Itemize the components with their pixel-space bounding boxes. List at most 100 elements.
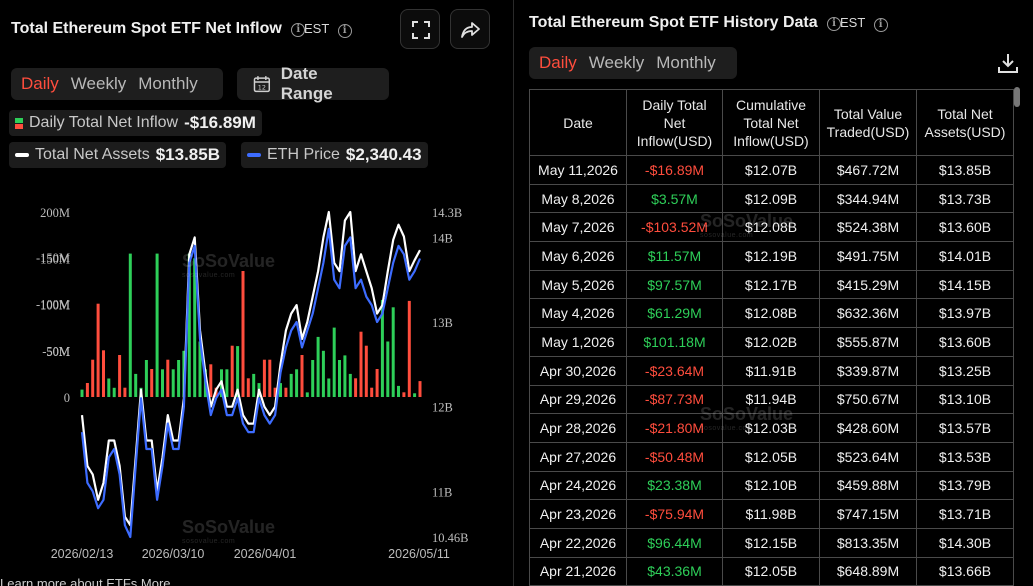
- legend-inflow-value: -$16.89M: [184, 113, 256, 132]
- table-row[interactable]: Apr 21,2026 $43.36M $12.05B $648.89M $13.66B: [529, 556, 1014, 586]
- legend-total-net-assets[interactable]: Total Net Assets $13.85B: [9, 142, 226, 168]
- inflow-bar: [128, 253, 132, 397]
- share-button[interactable]: [450, 9, 490, 49]
- legend-eth-price[interactable]: ETH Price $2,340.43: [241, 142, 428, 168]
- fullscreen-button[interactable]: [400, 9, 440, 49]
- table-row[interactable]: May 5,2026 $97.57M $12.17B $415.29M $14.15B: [529, 269, 1014, 300]
- table-cell: $555.87M: [819, 327, 917, 357]
- table-cell: -$50.48M: [626, 441, 723, 472]
- timezone-selector[interactable]: EST i: [304, 21, 352, 38]
- history-timezone-selector[interactable]: EST i: [840, 15, 888, 32]
- column-header-date[interactable]: Date: [529, 89, 627, 156]
- table-row[interactable]: Apr 27,2026 -$50.48M $12.05B $523.64M $13.53…: [529, 441, 1014, 472]
- inflow-bar: [246, 378, 250, 397]
- tab-daily[interactable]: Daily: [21, 74, 59, 93]
- table-cell: $14.15B: [916, 269, 1014, 300]
- share-icon: [461, 22, 480, 38]
- table-row[interactable]: May 7,2026 -$103.52M $12.08B $524.38M $13.60…: [529, 212, 1014, 243]
- learn-more-link[interactable]: Learn more about ETFs More: [0, 576, 171, 586]
- table-cell: $14.30B: [916, 527, 1014, 558]
- left-axis-tick-label: -150M: [36, 251, 70, 265]
- table-scrollbar[interactable]: [1014, 87, 1020, 107]
- svg-text:12: 12: [258, 83, 266, 91]
- inflow-bar: [354, 378, 358, 397]
- tab-monthly[interactable]: Monthly: [138, 74, 198, 93]
- table-row[interactable]: Apr 24,2026 $23.38M $12.10B $459.88M $13.79B: [529, 470, 1014, 501]
- inflow-bar: [198, 341, 202, 397]
- table-cell: -$103.52M: [626, 212, 723, 243]
- table-row[interactable]: Apr 23,2026 -$75.94M $11.98B $747.15M $13.71…: [529, 499, 1014, 529]
- info-icon[interactable]: i: [827, 17, 842, 31]
- tab-daily[interactable]: Daily: [539, 53, 577, 72]
- timezone-info-icon[interactable]: i: [873, 18, 888, 32]
- inflow-bar: [252, 373, 256, 397]
- table-cell: $13.25B: [916, 355, 1014, 386]
- inflow-bar: [112, 387, 116, 398]
- tab-weekly[interactable]: Weekly: [588, 53, 645, 72]
- table-row[interactable]: Apr 22,2026 $96.44M $12.15B $813.35M $14.30B: [529, 527, 1014, 558]
- inflow-bar: [123, 387, 127, 397]
- inflow-bar: [397, 385, 400, 397]
- inflow-bar: [96, 303, 100, 397]
- inflow-bar: [348, 373, 352, 397]
- table-cell: Apr 21,2026: [529, 556, 627, 586]
- inflow-bar: [225, 369, 229, 398]
- x-axis-tick-label: 2026/05/11: [388, 547, 450, 561]
- inflow-bar: [338, 360, 341, 397]
- tab-weekly[interactable]: Weekly: [70, 74, 127, 93]
- table-row[interactable]: Apr 28,2026 -$21.80M $12.03B $428.60M $13.57…: [529, 413, 1014, 443]
- table-row[interactable]: May 4,2026 $61.29M $12.08B $632.36M $13.97B: [529, 298, 1014, 329]
- inflow-bar: [187, 253, 191, 397]
- right-axis-tick-label: 10.46B: [432, 531, 468, 545]
- inflow-bar: [273, 387, 277, 397]
- table-row[interactable]: May 11,2026 -$16.89M $12.07B $467.72M $13.85…: [529, 155, 1014, 185]
- table-cell: $11.94B: [722, 384, 820, 415]
- table-row[interactable]: May 1,2026 $101.18M $12.02B $555.87M $13.60B: [529, 327, 1014, 357]
- download-icon[interactable]: [997, 52, 1019, 74]
- inflow-chart[interactable]: 200M 150M 100M 50M 0 -50M -100M -150M 14.3B 14B 13…: [0, 195, 512, 570]
- inflow-bar: [193, 258, 197, 398]
- table-cell: $13.97B: [916, 298, 1014, 329]
- date-range-button[interactable]: 12 Date Range: [237, 64, 389, 103]
- table-row[interactable]: Apr 30,2026 -$23.64M $11.91B $339.87M $13.25…: [529, 355, 1014, 386]
- legend-price-value: $2,340.43: [345, 145, 422, 164]
- history-panel: Total Ethereum Spot ETF History Data i E…: [513, 0, 1033, 586]
- inflow-bar: [177, 360, 181, 397]
- table-row[interactable]: May 6,2026 $11.57M $12.19B $491.75M $14.01B: [529, 241, 1014, 271]
- inflow-bar: [150, 369, 154, 397]
- column-header-cumulative-inflow[interactable]: Cumulative Total Net Inflow(USD): [722, 89, 820, 156]
- legend-daily-inflow[interactable]: Daily Total Net Inflow -$16.89M: [9, 110, 262, 136]
- column-header-daily-inflow[interactable]: Daily Total Net Inflow(USD): [626, 89, 723, 156]
- inflow-bar: [134, 373, 138, 397]
- table-cell: $13.71B: [916, 499, 1014, 529]
- table-cell: $12.05B: [722, 441, 820, 472]
- inflow-bar: [85, 383, 89, 397]
- inflow-bar: [380, 299, 384, 397]
- eth-price-line: [80, 227, 422, 539]
- inflow-bar: [391, 307, 395, 397]
- inflow-bar: [295, 369, 299, 398]
- column-header-value-traded[interactable]: Total Value Traded(USD): [819, 89, 917, 156]
- legend-assets-label: Total Net Assets: [35, 146, 150, 163]
- tab-monthly[interactable]: Monthly: [656, 53, 716, 72]
- history-timezone-label: EST: [840, 15, 866, 30]
- info-icon[interactable]: i: [291, 23, 306, 37]
- history-period-tabs: Daily Weekly Monthly: [529, 47, 737, 79]
- table-cell: $747.15M: [819, 499, 917, 529]
- table-cell: Apr 27,2026: [529, 441, 627, 472]
- table-cell: $13.53B: [916, 441, 1014, 472]
- table-row[interactable]: Apr 29,2026 -$87.73M $11.94B $750.67M $13.10…: [529, 384, 1014, 415]
- table-cell: $11.57M: [626, 241, 723, 271]
- table-cell: $12.08B: [722, 298, 820, 329]
- x-axis-tick-label: 2026/04/01: [234, 547, 297, 561]
- table-cell: Apr 24,2026: [529, 470, 627, 501]
- right-axis-tick-label: 12B: [432, 401, 453, 415]
- inflow-bar: [241, 271, 245, 397]
- timezone-info-icon[interactable]: i: [337, 24, 352, 38]
- table-cell: $43.36M: [626, 556, 723, 586]
- column-header-net-assets[interactable]: Total Net Assets(USD): [916, 89, 1014, 156]
- table-cell: Apr 29,2026: [529, 384, 627, 415]
- table-cell: $97.57M: [626, 269, 723, 300]
- inflow-bar: [402, 392, 406, 397]
- table-row[interactable]: May 8,2026 $3.57M $12.09B $344.94M $13.73B: [529, 183, 1014, 214]
